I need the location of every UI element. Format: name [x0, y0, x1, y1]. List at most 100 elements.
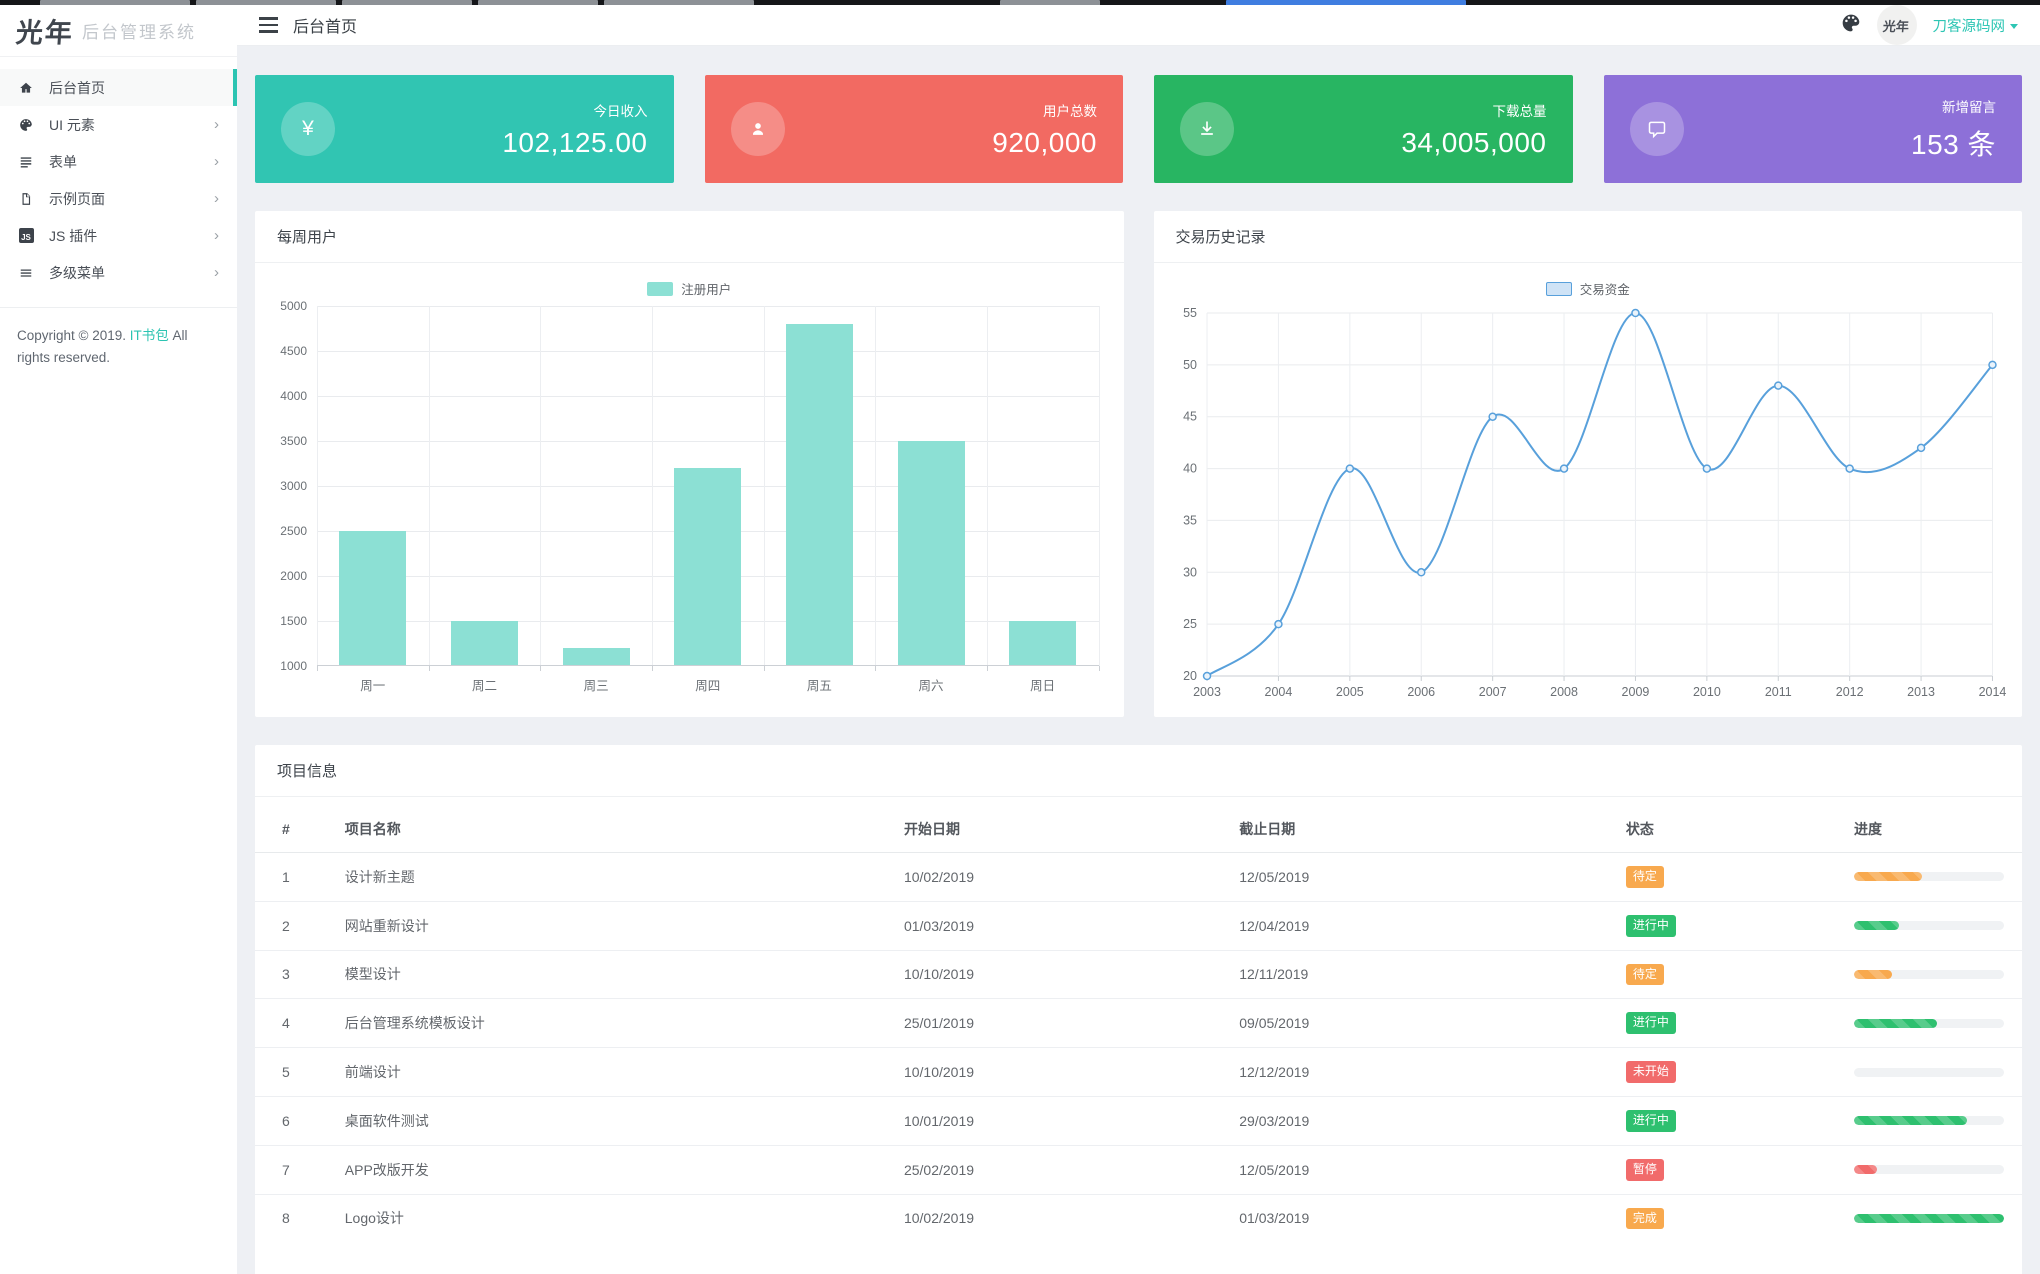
comment-icon: [1629, 102, 1684, 156]
y-axis-tick-label: 30: [1183, 565, 1197, 579]
x-axis-tick-label: 周六: [918, 679, 944, 693]
line-plot-area: 20 25 30 35 40 45 50 55 2003 2004 2005 2006 2007 2008…: [1183, 306, 2006, 699]
sidebar-item-multilevel-menu[interactable]: 多级菜单 ›: [0, 254, 237, 291]
legend-swatch: [647, 281, 674, 296]
progress-fill: [1854, 1116, 1967, 1126]
browser-tab: [40, 0, 190, 5]
legend-label: 注册用户: [681, 283, 732, 297]
gridline: [317, 396, 1099, 397]
data-point-2014: [1987, 360, 1997, 370]
progress-cell: [1836, 1194, 2022, 1242]
sidebar-item-label: 后台首页: [49, 79, 105, 96]
y-axis-tick-label: 5000: [280, 299, 307, 313]
status-badge: 暂停: [1625, 1158, 1664, 1181]
project-name: 网站重新设计: [326, 901, 886, 951]
project-name: Logo设计: [344, 1210, 404, 1227]
status-badge: 未开始: [1625, 1061, 1676, 1083]
data-point-2006: [1416, 568, 1425, 577]
legend-label: 交易资金: [1579, 283, 1630, 297]
stat-value: 34,005,000: [1401, 126, 1547, 158]
content: ¥ 今日收入 102,125.00 用户总数 920,000: [237, 46, 2040, 1274]
sidebar-item-js-plugins[interactable]: JS JS 插件 ›: [0, 217, 237, 254]
line-series: [1205, 311, 1993, 677]
gridline: [317, 306, 1099, 307]
home-icon: [18, 80, 34, 96]
x-axis-tick: [986, 666, 988, 671]
y-axis-tick-label: 55: [1183, 306, 1197, 320]
stat-value: 153 条: [1911, 128, 1996, 160]
stat-card-messages: 新增留言 153 条: [1603, 75, 2022, 183]
chevron-right-icon: ›: [214, 190, 219, 207]
end-date: 01/03/2019: [1239, 1210, 1310, 1227]
progress-bar: [1854, 1165, 2004, 1175]
data-point-2009: [1630, 308, 1640, 318]
row-index: 3: [255, 950, 327, 1000]
browser-tab-active: [1226, 0, 1466, 5]
status-cell: 完成: [1608, 1194, 1836, 1242]
start-date: 10/01/2019: [885, 1096, 1222, 1146]
table-row: 6 桌面软件测试 10/01/2019 29/03/2019 进行中: [255, 1096, 2022, 1146]
data-point-2004: [1273, 619, 1283, 629]
end-date: 12/05/2019: [1221, 1145, 1608, 1195]
y-axis-tick-label: 1000: [280, 659, 307, 673]
logo-text: 后台管理系统: [82, 23, 196, 42]
sidebar-item-forms[interactable]: 表单 ›: [0, 143, 237, 180]
user-avatar[interactable]: 光年: [1876, 5, 1917, 45]
row-index: 6: [255, 1096, 327, 1146]
stat-label: 下载总量: [1492, 103, 1547, 119]
start-date: 10/10/2019: [885, 950, 1222, 1000]
project-name: 桌面软件测试: [326, 1096, 886, 1146]
sidebar-toggle-icon[interactable]: [259, 17, 278, 33]
bar-周六: [897, 441, 965, 666]
user-icon: [730, 102, 785, 156]
sidebar-item-label: JS 插件: [49, 227, 98, 244]
sidebar-item-label: 示例页面: [49, 190, 105, 207]
x-axis-tick-label: 2003: [1193, 685, 1221, 699]
gridline: [986, 306, 988, 666]
form-icon: [18, 154, 34, 170]
chart-title: 交易历史记录: [1153, 211, 2022, 263]
status-cell: 待定: [1607, 950, 1836, 1000]
bar-周日: [1009, 621, 1077, 666]
project-info-card: 项目信息 # 项目名称 开始日期 截止日期 状态 进度: [255, 745, 2022, 1274]
topbar: 后台首页 光年 刀客源码网: [237, 5, 2040, 46]
table-row: 2 网站重新设计 01/03/2019 12/04/2019 进行中: [255, 901, 2022, 951]
row-index: 7: [255, 1145, 327, 1195]
progress-cell: [1836, 998, 2022, 1049]
column-header: #: [255, 803, 327, 853]
start-date: 10/02/2019: [885, 852, 1222, 902]
bar-周五: [785, 324, 853, 666]
data-point-2011: [1773, 381, 1783, 390]
sidebar-item-dashboard[interactable]: 后台首页: [0, 69, 237, 106]
sidebar-item-label: UI 元素: [49, 116, 95, 133]
gridline: [428, 306, 430, 666]
theme-palette-icon[interactable]: [1841, 13, 1861, 38]
x-axis-tick: [428, 666, 430, 671]
bar-周一: [339, 531, 407, 666]
progress-fill: [1854, 921, 1899, 931]
progress-cell: [1836, 1145, 2022, 1195]
sidebar-item-example-pages[interactable]: 示例页面 ›: [0, 180, 237, 217]
data-point-2012: [1844, 464, 1854, 473]
x-axis-tick: [1098, 666, 1100, 671]
line-chart-legend[interactable]: 交易资金: [1154, 279, 2023, 298]
multilevel-menu-icon: [18, 265, 34, 281]
stat-card-row: ¥ 今日收入 102,125.00 用户总数 920,000: [255, 75, 2022, 183]
row-index: 1: [255, 852, 327, 902]
download-icon: [1180, 102, 1234, 156]
table-row: 8 Logo设计 10/02/2019 01/03/2019 完成: [255, 1194, 2022, 1242]
copyright: Copyright © 2019. IT书包 All rights reserv…: [0, 308, 237, 387]
y-axis-tick-label: 40: [1183, 462, 1197, 476]
row-index: 5: [255, 1047, 327, 1097]
bar-chart-legend[interactable]: 注册用户: [255, 279, 1124, 298]
js-icon: JS: [18, 228, 34, 244]
copyright-link[interactable]: IT书包: [129, 328, 169, 343]
stat-label: 今日收入: [593, 103, 648, 119]
stat-value: 920,000: [992, 126, 1097, 158]
sidebar-item-ui-elements[interactable]: UI 元素 ›: [0, 106, 237, 143]
table-row: 3 模型设计 10/10/2019 12/11/2019 待定: [255, 950, 2022, 1000]
y-axis-tick-label: 35: [1183, 513, 1197, 527]
page-icon: [18, 191, 34, 207]
user-menu[interactable]: 刀客源码网: [1933, 15, 2018, 36]
status-cell: 进行中: [1607, 1096, 1836, 1146]
